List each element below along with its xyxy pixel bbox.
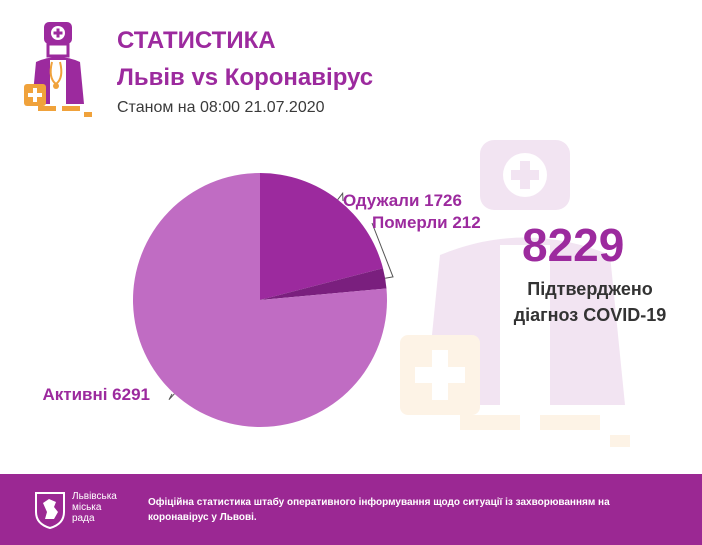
doctor-icon [24, 22, 92, 117]
council-name-line2: міська [72, 502, 102, 513]
confirmed-caption-line1: Підтверджено [527, 279, 653, 299]
pie-label-0: Одужали 1726 [343, 191, 462, 210]
pie-slice-1 [260, 268, 387, 300]
confirmed-total: 8229 [522, 219, 625, 271]
report-date: Станом на 08:00 21.07.2020 [117, 99, 325, 116]
council-name-line3: рада [72, 513, 95, 524]
pie-label-2: Активні 6291 [42, 385, 150, 404]
council-name: Львівська міська рада [72, 491, 132, 524]
pie-leader-line-2 [168, 393, 175, 401]
page-subtitle: Львів vs Коронавірус [117, 64, 374, 91]
pie-leader-line-0 [337, 191, 344, 202]
header: СТАТИСТИКА Львів vs Коронавірус Станом н… [0, 0, 702, 130]
council-name-line1: Львівська [72, 491, 117, 502]
page-title: СТАТИСТИКА [117, 27, 276, 54]
pie-leader-line-1 [371, 222, 394, 279]
footer: Львівська міська рада Офіційна статистик… [0, 474, 702, 545]
doctor-watermark-icon [400, 140, 630, 447]
lion-coat-of-arms-icon [35, 492, 65, 530]
confirmed-caption-line2: діагноз COVID-19 [513, 305, 667, 325]
pie-label-1: Померли 212 [372, 213, 481, 232]
pie-slice-2 [132, 173, 387, 427]
pie-slice-0 [260, 173, 383, 300]
confirmed-caption: Підтверджено діагноз COVID-19 [490, 276, 690, 328]
status-pie-chart: Одужали 1726 Померли 212 Активні 6291 [42, 173, 481, 427]
footer-disclaimer: Офіційна статистика штабу оперативного і… [148, 497, 610, 523]
